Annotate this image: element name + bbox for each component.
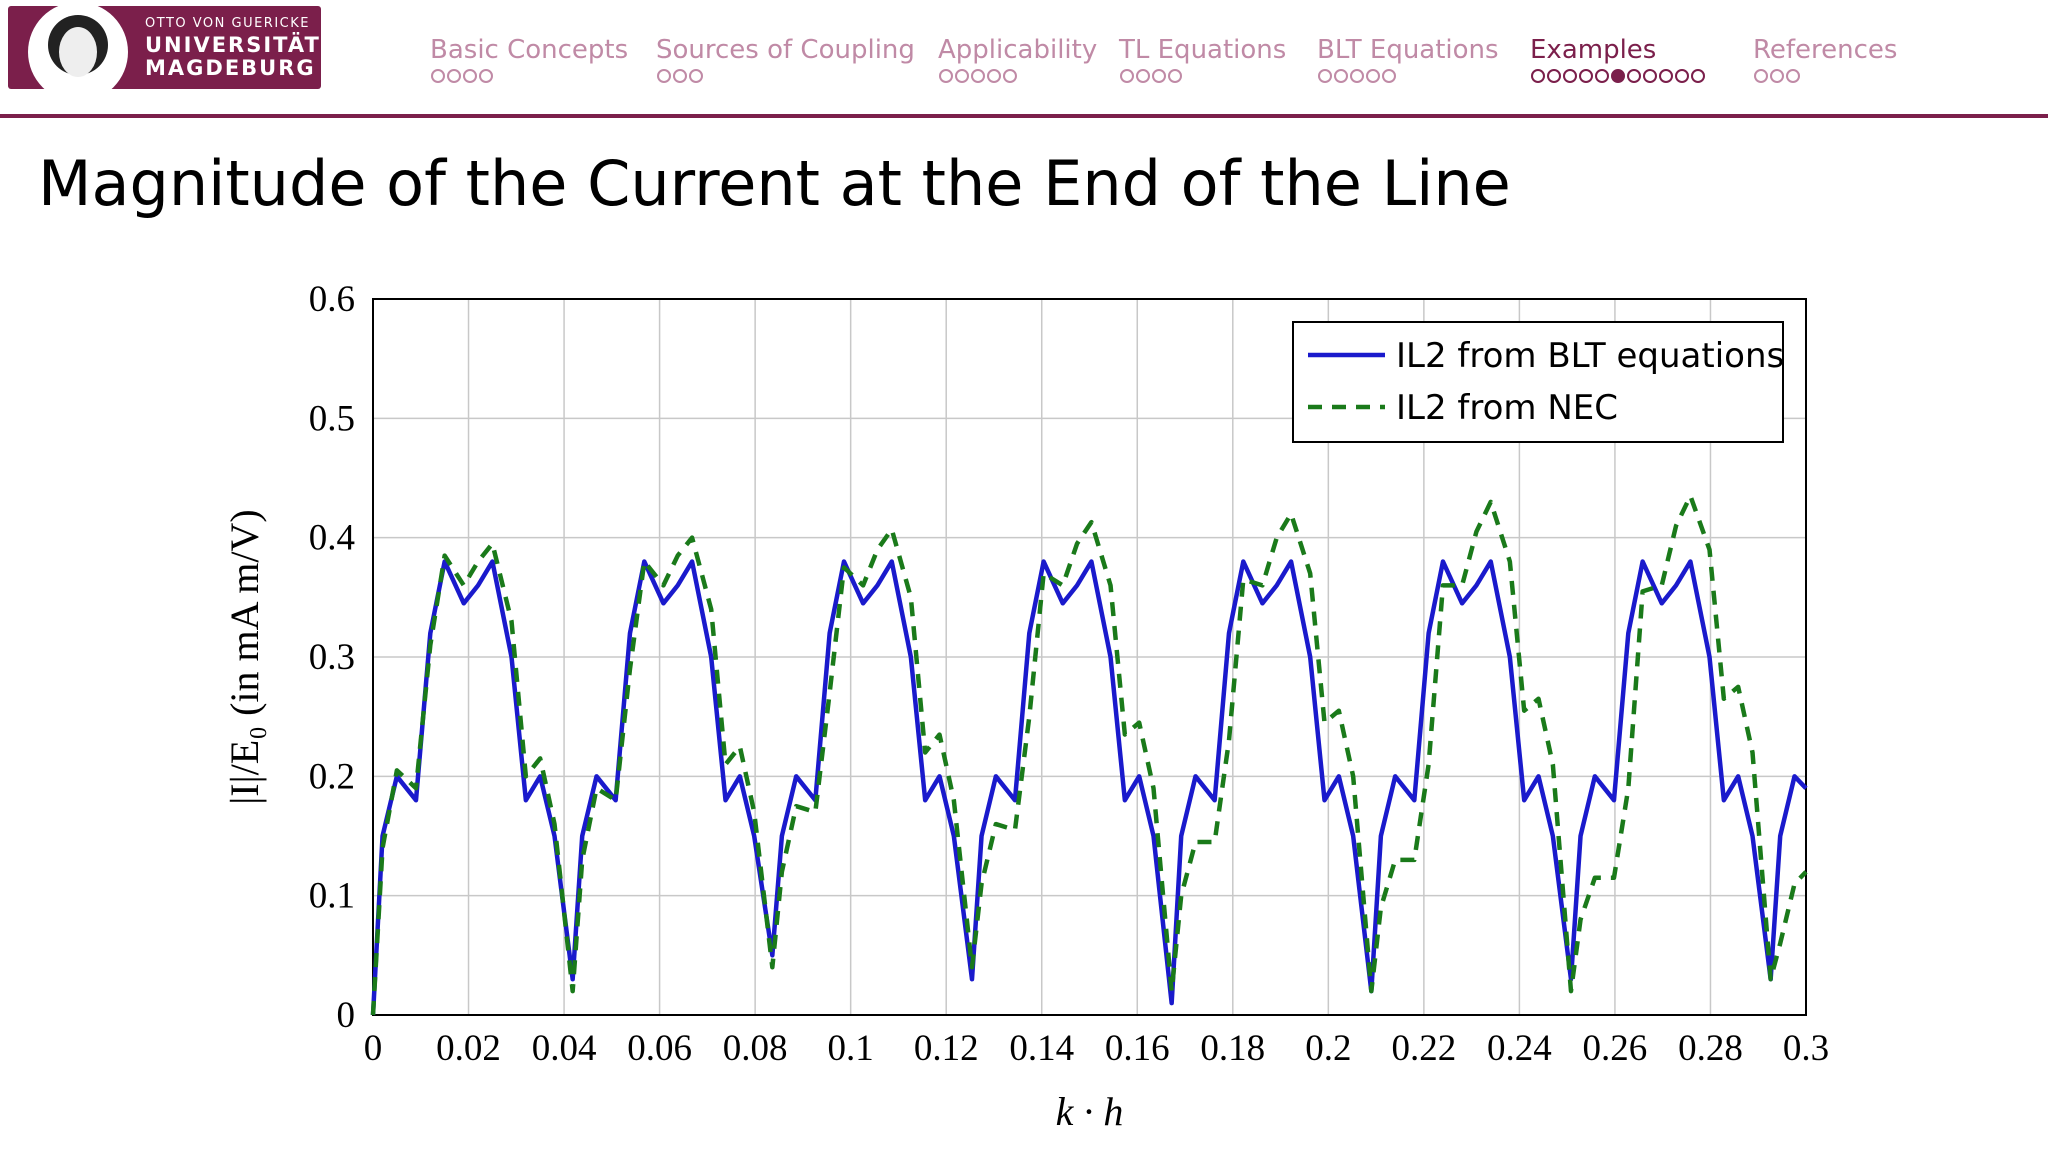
nav-dot[interactable]	[1770, 69, 1784, 83]
plot-frame	[372, 298, 1807, 1016]
y-tick-label: 0.3	[309, 637, 355, 678]
y-tick-label: 0.1	[309, 876, 355, 917]
nav-item[interactable]: Examples	[1530, 35, 1656, 65]
x-axis-label: k · h	[1056, 1089, 1124, 1134]
legend-label: IL2 from BLT equations	[1396, 336, 1784, 376]
x-tick-label: 0.2	[1305, 1028, 1351, 1069]
nav-dot[interactable]	[1334, 69, 1348, 83]
x-tick-label: 0.1	[828, 1028, 874, 1069]
nav-dot[interactable]	[657, 69, 671, 83]
y-tick-label: 0	[337, 995, 356, 1036]
y-tick-label: 0.4	[309, 518, 355, 559]
x-tick-label: 0.28	[1678, 1028, 1743, 1069]
nav-dot[interactable]	[987, 69, 1001, 83]
nav-dot[interactable]	[463, 69, 477, 83]
slide-title: Magnitude of the Current at the End of t…	[38, 147, 1511, 220]
nav-dot[interactable]	[689, 69, 703, 83]
logo-text: OTTO VON GUERICKE	[145, 16, 310, 31]
y-tick-label: 0.6	[309, 279, 355, 320]
nav-dot[interactable]	[1547, 69, 1561, 83]
nav-dot[interactable]	[955, 69, 969, 83]
y-tick-label: 0.5	[309, 398, 355, 439]
nav-dot[interactable]	[1579, 69, 1593, 83]
nav-dot[interactable]	[1627, 69, 1641, 83]
nav-dot[interactable]	[1168, 69, 1182, 83]
nav-dot[interactable]	[971, 69, 985, 83]
nav-item[interactable]: TL Equations	[1118, 35, 1286, 65]
x-tick-label: 0.24	[1487, 1028, 1552, 1069]
nav-dot[interactable]	[479, 69, 493, 83]
nav-dot[interactable]	[1691, 69, 1705, 83]
x-tick-label: 0	[364, 1028, 383, 1069]
nav-dot[interactable]	[1120, 69, 1134, 83]
nav-dot[interactable]	[1152, 69, 1166, 83]
y-axis-label: |I|/E₀ (in mA m/V)	[222, 509, 267, 805]
nav-dot[interactable]	[1595, 69, 1609, 83]
legend-box	[1292, 321, 1784, 443]
line-series	[370, 493, 1808, 1016]
x-tick-label: 0.16	[1105, 1028, 1170, 1069]
nav-dot[interactable]	[939, 69, 953, 83]
nav-dot[interactable]	[1675, 69, 1689, 83]
logo-text: MAGDEBURG	[145, 56, 316, 80]
legend-label: IL2 from NEC	[1396, 388, 1618, 428]
nav: Basic Concepts Sources of Coupling Applica…	[430, 35, 1897, 83]
y-tick-label: 0.2	[309, 756, 355, 797]
nav-item[interactable]: References	[1753, 35, 1897, 65]
nav-dot[interactable]	[1611, 69, 1625, 83]
nav-dot[interactable]	[673, 69, 687, 83]
x-tick-label: 0.14	[1009, 1028, 1074, 1069]
nav-dot[interactable]	[1786, 69, 1800, 83]
nav-dot[interactable]	[1563, 69, 1577, 83]
nav-dot[interactable]	[1643, 69, 1657, 83]
x-tick-label: 0.18	[1200, 1028, 1265, 1069]
line-series	[370, 559, 1808, 1016]
nav-dot[interactable]	[1659, 69, 1673, 83]
nav-dot[interactable]	[1136, 69, 1150, 83]
x-tick-label: 0.26	[1583, 1028, 1648, 1069]
nav-dot[interactable]	[1531, 69, 1545, 83]
nav-item[interactable]: Basic Concepts	[430, 35, 628, 65]
x-tick-label: 0.02	[436, 1028, 501, 1069]
nav-item[interactable]: Applicability	[938, 35, 1097, 65]
nav-dot[interactable]	[1350, 69, 1364, 83]
x-tick-label: 0.08	[723, 1028, 788, 1069]
nav-item[interactable]: BLT Equations	[1317, 35, 1499, 65]
x-tick-label: 0.04	[532, 1028, 597, 1069]
nav-dot[interactable]	[1003, 69, 1017, 83]
logo-text: UNIVERSITÄT	[145, 32, 321, 57]
nav-dot[interactable]	[1318, 69, 1332, 83]
nav-dot[interactable]	[431, 69, 445, 83]
nav-dot[interactable]	[447, 69, 461, 83]
x-tick-label: 0.12	[914, 1028, 979, 1069]
logo-portrait-face	[59, 27, 97, 77]
x-tick-label: 0.06	[627, 1028, 692, 1069]
nav-item[interactable]: Sources of Coupling	[656, 35, 915, 65]
nav-dot[interactable]	[1754, 69, 1768, 83]
x-tick-label: 0.22	[1391, 1028, 1456, 1069]
nav-dot[interactable]	[1382, 69, 1396, 83]
x-tick-label: 0.3	[1783, 1028, 1829, 1069]
nav-dot[interactable]	[1366, 69, 1380, 83]
chart: 0 0.1 0.2 0.3 0.4 0.5 0.6 0 0.02 0.04 0.06 0.08 0.1 0…	[222, 279, 1829, 1134]
